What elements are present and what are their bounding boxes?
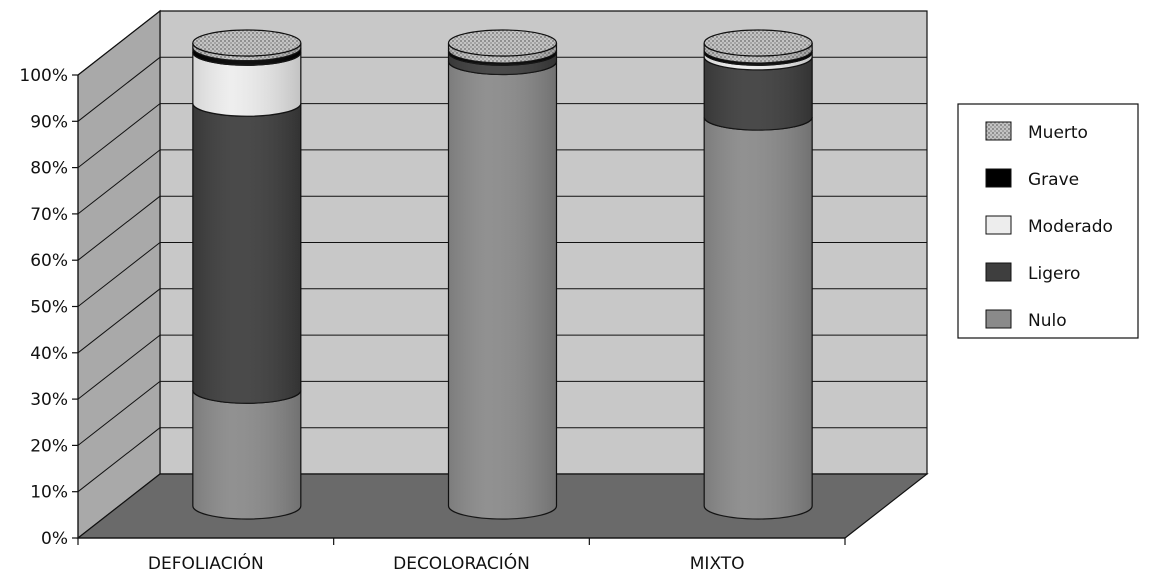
gridline-side xyxy=(77,149,161,215)
y-tick-label: 50% xyxy=(30,298,68,318)
legend-label: Muerto xyxy=(1028,123,1088,143)
y-tick-label: 70% xyxy=(30,205,68,225)
cylinder-top xyxy=(192,29,302,57)
legend-label: Nulo xyxy=(1028,311,1067,331)
bar-shading xyxy=(192,390,301,519)
legend-label: Moderado xyxy=(1028,217,1113,237)
y-tick-label: 100% xyxy=(19,66,68,86)
legend-label: Grave xyxy=(1028,170,1079,190)
legend-swatch-nulo xyxy=(985,309,1012,329)
y-tick-label: 10% xyxy=(30,483,68,503)
x-tick-label: DECOLORACIÓN xyxy=(393,552,530,574)
gridline-side xyxy=(77,288,161,354)
y-tick-label: 40% xyxy=(30,344,68,364)
y-tick-label: 30% xyxy=(30,390,68,410)
bar-shading xyxy=(704,43,813,63)
legend-swatch-ligero xyxy=(985,262,1012,282)
legend-swatch-moderado xyxy=(985,215,1012,235)
bar-shading xyxy=(704,56,813,131)
bar-shading xyxy=(192,103,301,404)
y-tick-label: 60% xyxy=(30,251,68,271)
cylinder-top xyxy=(703,29,813,57)
plot-area xyxy=(192,29,813,520)
gridline-side xyxy=(77,195,161,261)
gridline-side xyxy=(77,242,161,307)
y-tick-label: 0% xyxy=(41,529,68,549)
bar-shading xyxy=(192,47,301,66)
bar-shading xyxy=(448,61,557,520)
gridline-side xyxy=(77,10,161,76)
bar-shading xyxy=(704,52,813,70)
y-tick-label: 20% xyxy=(30,436,68,456)
bar-shading xyxy=(448,52,557,75)
gridline-side xyxy=(77,103,161,168)
y-tick-label: 90% xyxy=(30,112,68,132)
legend-swatch-muerto xyxy=(985,121,1012,141)
x-tick-label: DEFOLIACIÓN xyxy=(148,552,264,574)
gridline-side xyxy=(77,334,161,400)
cylinder-1 xyxy=(447,29,558,520)
legend-label: Ligero xyxy=(1028,264,1080,284)
gridline-side xyxy=(77,427,161,493)
gridline-side xyxy=(77,56,161,122)
axes: 0% 10% 20% 30% 40% 50% 60% 70% 80% 90% 100% DEFOLIA… xyxy=(19,66,846,574)
legend: Muerto Grave Moderado Ligero Nulo xyxy=(957,103,1139,339)
bar-shading xyxy=(704,117,813,519)
cylinder-0 xyxy=(192,29,302,520)
bar-shading xyxy=(192,43,301,61)
bar-shading xyxy=(448,43,557,63)
y-tick-label: 80% xyxy=(30,159,68,179)
x-tick-label: MIXTO xyxy=(690,554,745,574)
cylinder-top xyxy=(447,29,558,57)
cylinder-2 xyxy=(703,29,813,520)
legend-swatch-grave xyxy=(985,168,1012,188)
bar-shading xyxy=(192,52,301,117)
gridline-side xyxy=(77,381,161,446)
